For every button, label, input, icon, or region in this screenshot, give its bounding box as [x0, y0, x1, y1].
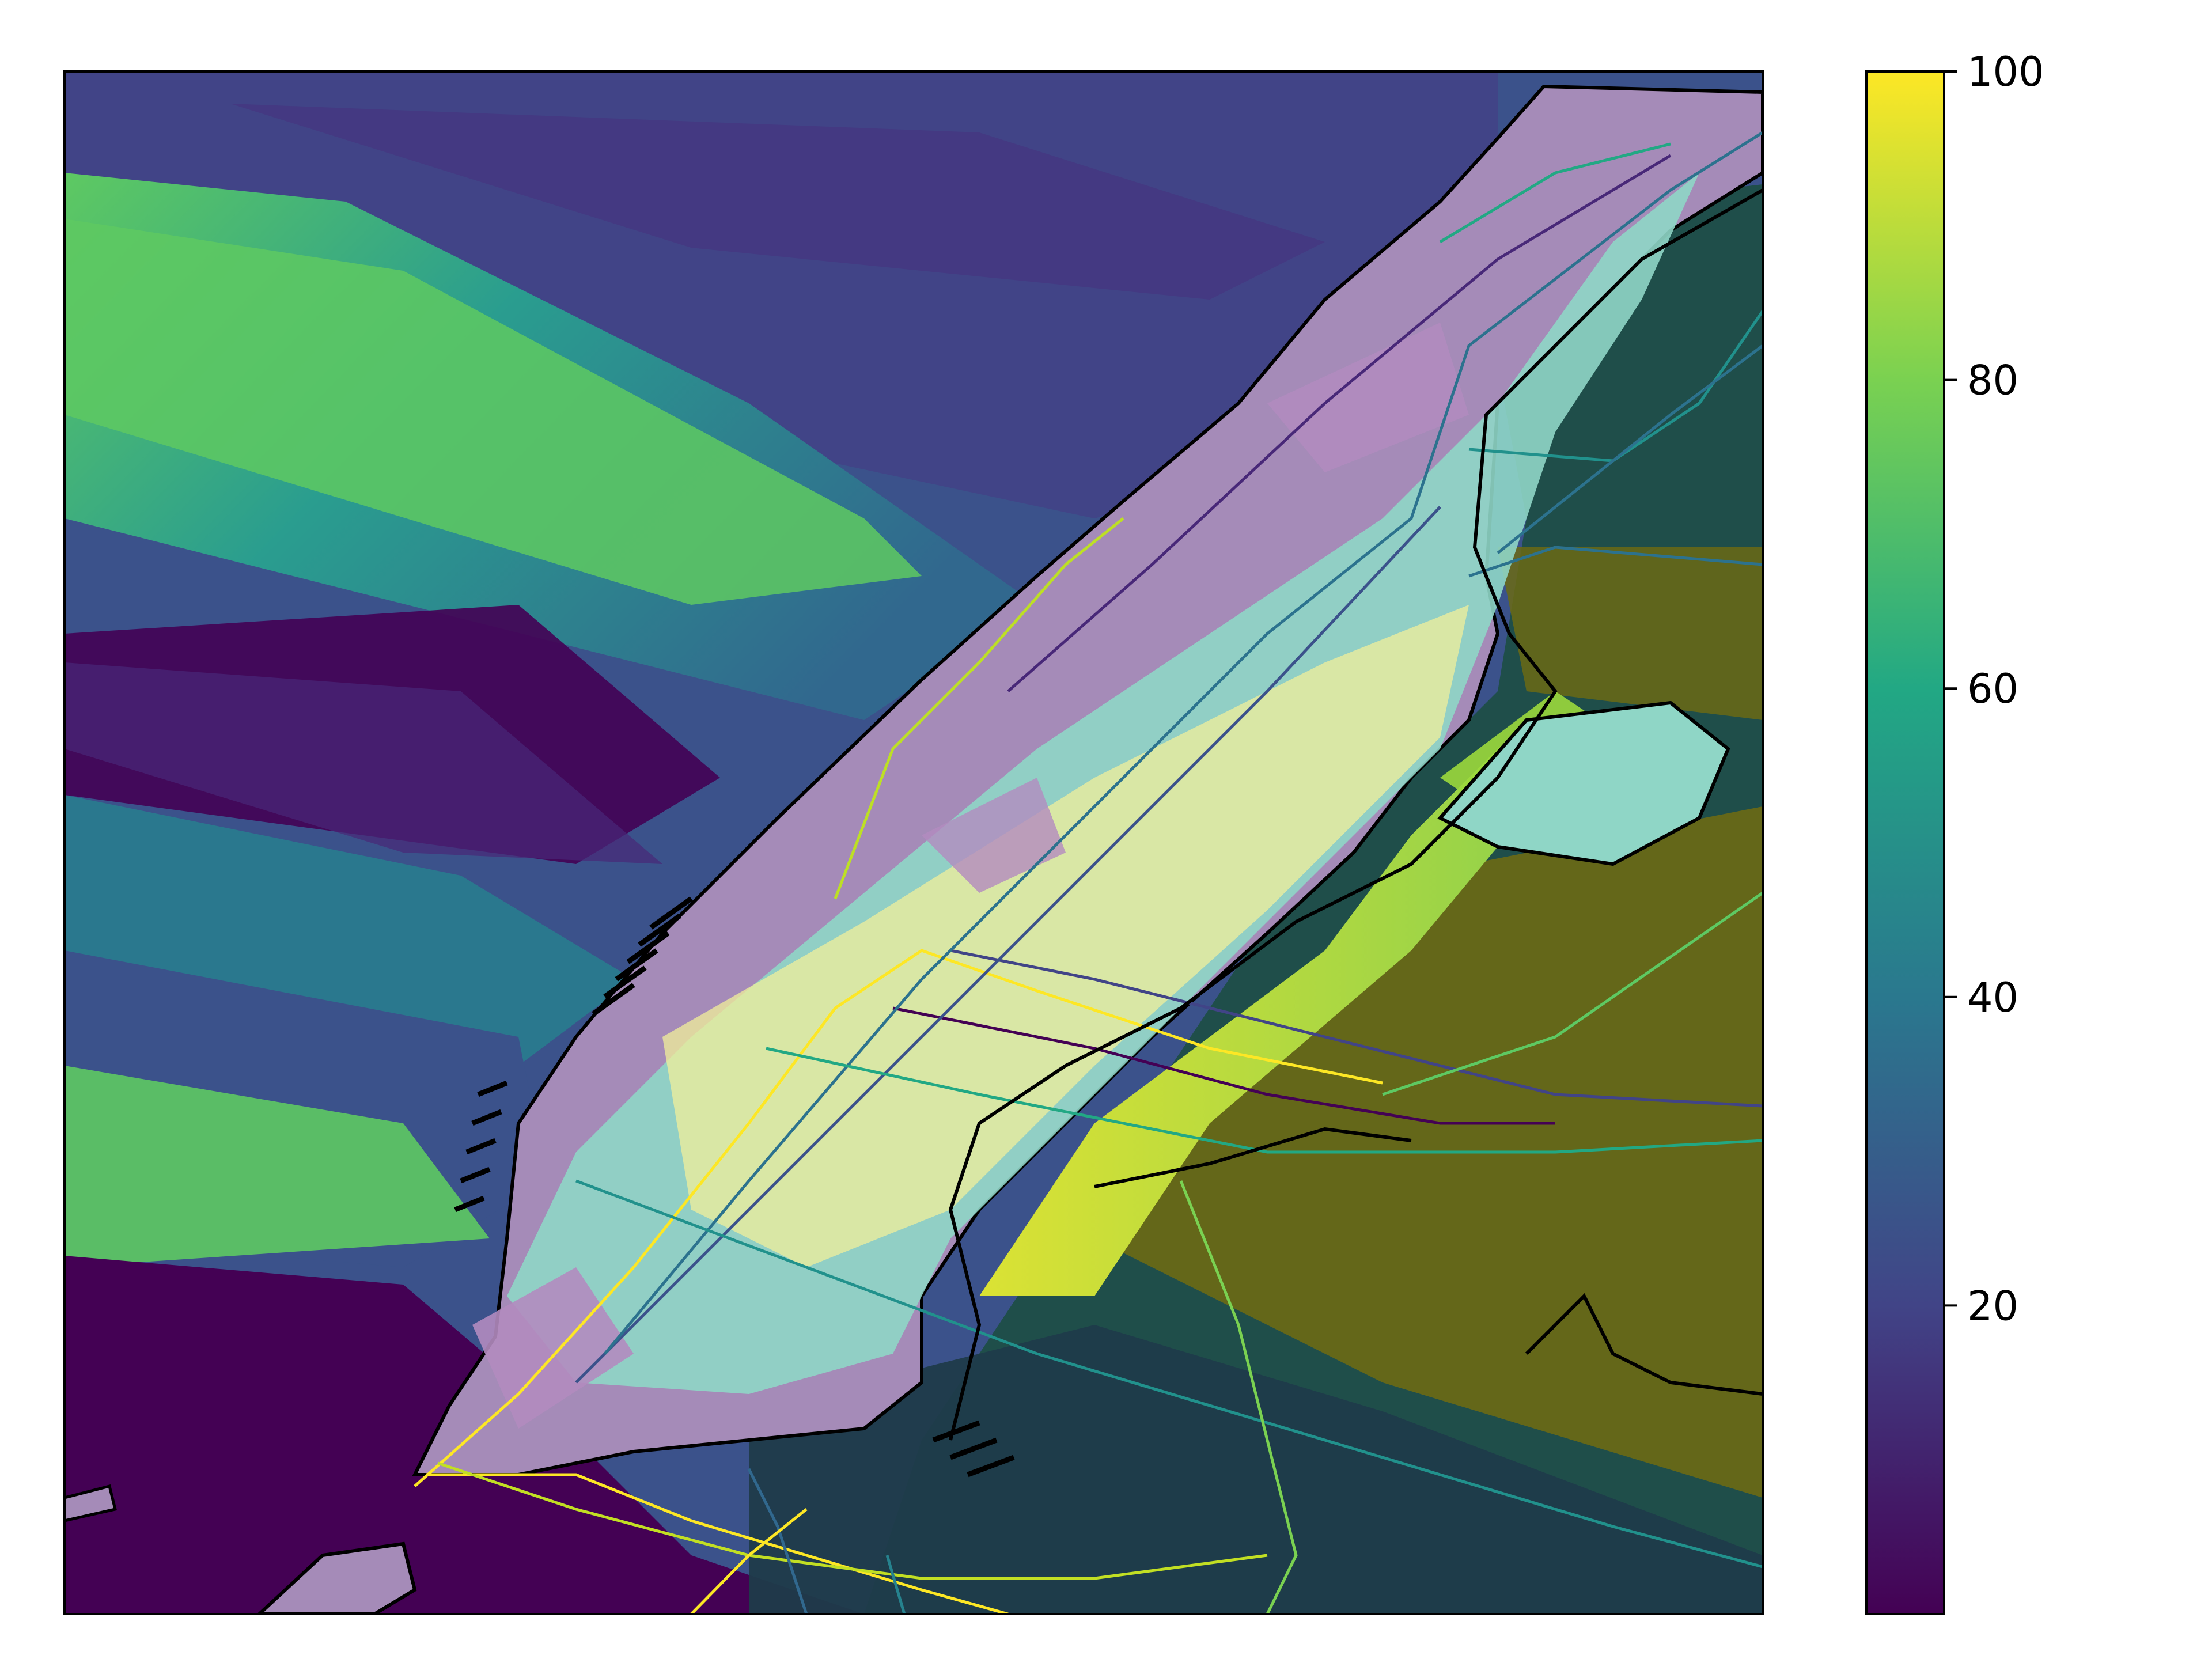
- subway-line: [1179, 1180, 1298, 1614]
- land-south: [749, 1325, 1763, 1614]
- shoreline: [1525, 1293, 1763, 1396]
- subway-line: [1497, 344, 1763, 554]
- manhattan-heat-bright: [662, 605, 1469, 1267]
- subway-line: [766, 1047, 1763, 1154]
- subway-lines: [414, 131, 1763, 1614]
- manhattan-heat-purple: [922, 778, 1066, 893]
- manhattan-heat-purple: [1267, 323, 1469, 472]
- land-east-olive: [1498, 547, 1763, 720]
- governors-island: [256, 1541, 417, 1614]
- subway-line: [747, 1468, 808, 1614]
- subway-line: [690, 1508, 808, 1614]
- water-band: [65, 795, 634, 1066]
- subway-line: [1439, 142, 1671, 244]
- subway-line: [892, 1006, 1555, 1125]
- subway-line: [604, 131, 1763, 1355]
- manhattan-heat-purple: [472, 1267, 634, 1429]
- colorbar-gradient: [1865, 70, 1945, 1615]
- colorbar-tick-label: 40: [1967, 974, 2018, 1021]
- water-band: [230, 104, 1325, 300]
- map-frame: [63, 70, 1764, 1615]
- subway-line: [437, 1461, 1268, 1580]
- water-band: [65, 71, 1498, 518]
- subway-line: [426, 1473, 1009, 1614]
- map-axes: [65, 71, 1763, 1614]
- water-band: [65, 662, 662, 864]
- colorbar-ticks: 100 80 60 40 20: [1944, 48, 2044, 1330]
- colorbar-tick-label: 60: [1967, 665, 2018, 713]
- shoreline: [948, 188, 1763, 1441]
- subway-line: [1007, 154, 1672, 692]
- water-band: [65, 1066, 490, 1267]
- liberty-island: [65, 1484, 118, 1522]
- water-band: [65, 219, 922, 605]
- subway-line: [1382, 891, 1763, 1096]
- colorbar: 100 80 60 40 20: [1865, 48, 2044, 1615]
- subway-line: [834, 517, 1124, 899]
- shoreline: [1094, 1127, 1412, 1188]
- colorbar-tick-label: 100: [1967, 48, 2044, 96]
- subway-line: [885, 1555, 906, 1614]
- subway-line: [575, 506, 1441, 1384]
- subway-line: [950, 949, 1763, 1108]
- colorbar-tick-label: 80: [1967, 357, 2018, 404]
- subway-line: [1468, 546, 1763, 578]
- subway-line: [414, 949, 1383, 1487]
- subway-line: [1468, 310, 1763, 463]
- island-east: [1437, 700, 1730, 866]
- colorbar-tick-label: 20: [1967, 1282, 2018, 1330]
- piers: [454, 896, 1015, 1478]
- subway-line: [575, 1179, 1763, 1569]
